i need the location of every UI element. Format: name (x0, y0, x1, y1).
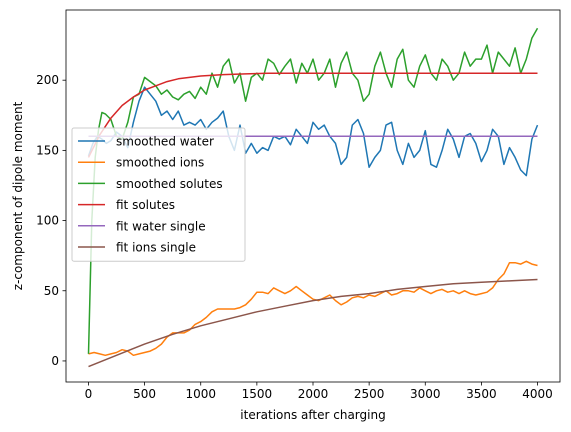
series-line-3 (87, 72, 538, 158)
x-tick-label: 3500 (466, 387, 497, 401)
y-axis-label: z-component of dipole moment (11, 101, 25, 290)
y-tick-label: 50 (44, 284, 59, 298)
y-tick-label: 0 (51, 354, 59, 368)
legend-label: fit ions single (116, 241, 196, 255)
series-line-5 (88, 278, 538, 368)
series-layer (87, 27, 539, 368)
y-tick-label: 200 (36, 73, 59, 87)
x-axis: 0 500 1000 1500 2000 2500 3000 3500 4000 (85, 382, 553, 401)
y-tick-label: 100 (36, 214, 59, 228)
legend-label: fit solutes (116, 198, 175, 212)
x-tick-label: 2000 (298, 387, 329, 401)
x-tick-label: 4000 (522, 387, 553, 401)
y-tick-label: 150 (36, 143, 59, 157)
y-axis: 0 50 100 150 200 (36, 73, 66, 368)
x-tick-label: 1500 (242, 387, 273, 401)
x-tick-label: 0 (85, 387, 93, 401)
x-tick-label: 2500 (354, 387, 385, 401)
x-tick-label: 1000 (185, 387, 216, 401)
legend-label: fit water single (116, 219, 206, 233)
series-line-1 (88, 260, 538, 357)
legend-label: smoothed ions (116, 156, 204, 170)
x-tick-label: 500 (133, 387, 156, 401)
x-tick-label: 3000 (410, 387, 441, 401)
legend-label: smoothed solutes (116, 177, 223, 191)
legend-label: smoothed water (116, 135, 214, 149)
x-axis-label: iterations after charging (240, 408, 385, 422)
series-line-0 (87, 86, 539, 177)
legend: smoothed water smoothed ions smoothed solu… (71, 127, 246, 262)
legend-box (71, 127, 246, 262)
